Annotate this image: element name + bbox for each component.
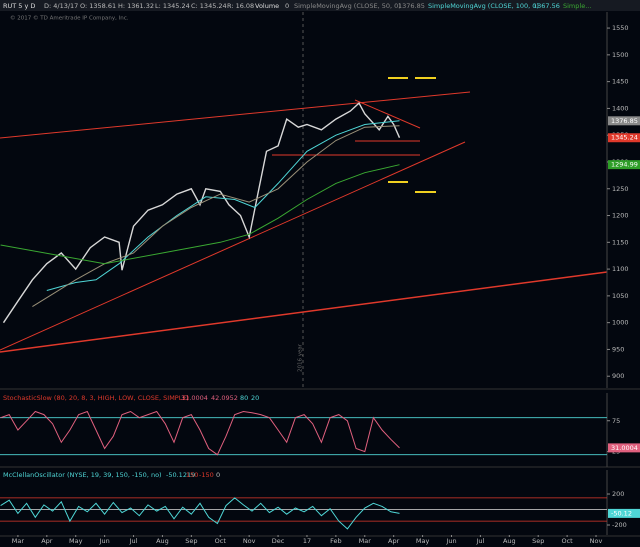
header-item: H: 1361.32 — [118, 2, 154, 10]
legend-entry: SimpleMovingAvg (CLOSE, 50, 0) — [294, 2, 401, 10]
indicator-level: -150 — [199, 471, 214, 479]
series-line — [0, 497, 400, 530]
value-label: -50.12 — [611, 509, 632, 517]
y-tick-label: 75 — [612, 417, 620, 425]
value-label-box — [608, 508, 640, 518]
header-item: 0 — [285, 2, 289, 10]
x-tick-label: May — [69, 537, 83, 545]
x-tick-label: Sep — [185, 537, 197, 545]
annotation: 2016 year — [298, 343, 304, 372]
trend-lines — [0, 91, 608, 353]
header-item: O: 1358.61 — [80, 2, 116, 10]
header-item: L: 1345.24 — [155, 2, 190, 10]
value-label-box — [608, 116, 640, 126]
value-label-box — [608, 443, 640, 453]
y-tick-label: 1250 — [612, 185, 629, 193]
indicator-level: 0 — [216, 471, 220, 479]
series-line — [0, 410, 400, 456]
y-tick-label: 1550 — [612, 24, 629, 32]
x-tick-label: Jul — [129, 537, 138, 545]
value-label: 1294.99 — [611, 161, 638, 169]
x-tick-label: Aug — [503, 537, 516, 545]
y-tick-label: -200 — [612, 521, 627, 529]
y-tick-label: 900 — [612, 372, 624, 380]
x-tick-label: Jun — [445, 537, 456, 545]
header-bar — [0, 0, 640, 11]
legend-entry: Simple... — [563, 2, 591, 10]
indicator-level: 80 — [240, 394, 248, 402]
x-tick-label: Oct — [561, 537, 573, 545]
indicator-value: 31.0004 — [181, 394, 208, 402]
value-label: 1376.85 — [611, 117, 638, 125]
y-tick-label: 950 — [612, 345, 624, 353]
x-tick-label: Jul — [475, 537, 484, 545]
x-tick-label: Apr — [388, 537, 400, 545]
value-label: 31.0004 — [611, 444, 638, 452]
x-tick-label: Mar — [12, 537, 25, 545]
header-item: R: 16.08 — [227, 2, 254, 10]
x-tick-label: Sep — [532, 537, 544, 545]
value-label-box — [608, 133, 640, 143]
header-item: Volume — [255, 2, 279, 10]
level-marks — [388, 77, 436, 193]
indicator-level: 20 — [251, 394, 259, 402]
y-tick-label: 200 — [612, 490, 624, 498]
indicator-title: StochasticSlow (80, 20, 8, 3, HIGH, LOW,… — [3, 394, 189, 402]
x-tick-label: Oct — [215, 537, 227, 545]
indicator-level: 150 — [186, 471, 198, 479]
y-tick-label: 1050 — [612, 292, 629, 300]
x-tick-label: Nov — [590, 537, 603, 545]
legend-entry: SimpleMovingAvg (CLOSE, 100, 0) — [428, 2, 539, 10]
x-tick-label: Mar — [359, 537, 372, 545]
value-label-box — [608, 160, 640, 170]
header-item: D: 4/13/17 — [44, 2, 78, 10]
symbol: RUT 5 y D — [3, 2, 35, 10]
x-tick-label: Aug — [156, 537, 169, 545]
copyright: © 2017 © TD Ameritrade IP Company, Inc. — [10, 15, 129, 22]
y-tick-label: 1200 — [612, 212, 629, 220]
y-tick-label: 1100 — [612, 265, 629, 273]
y-tick-label: 1500 — [612, 51, 629, 59]
series-line — [0, 164, 400, 265]
y-tick-label: 1000 — [612, 319, 629, 327]
x-tick-label: 17 — [303, 537, 311, 545]
indicator-value: -50.1219 — [166, 471, 195, 479]
x-tick-label: Jun — [99, 537, 110, 545]
x-tick-label: Nov — [243, 537, 256, 545]
x-tick-label: Feb — [330, 537, 342, 545]
y-tick-label: 1150 — [612, 238, 629, 246]
x-tick-label: Dec — [272, 537, 285, 545]
series-line — [46, 120, 400, 291]
y-tick-label: 1450 — [612, 78, 629, 86]
header-item: C: 1345.24 — [191, 2, 227, 10]
indicator-value: 42.0952 — [211, 394, 238, 402]
legend-value: 1376.85 — [398, 2, 425, 10]
x-tick-label: Apr — [41, 537, 53, 545]
y-tick-label: 1400 — [612, 104, 629, 112]
indicator-title: McClellanOscillator (NYSE, 19, 39, 150, … — [3, 471, 162, 479]
value-label: 1345.24 — [611, 134, 638, 142]
legend-value: 1367.56 — [533, 2, 560, 10]
x-tick-label: May — [416, 537, 430, 545]
